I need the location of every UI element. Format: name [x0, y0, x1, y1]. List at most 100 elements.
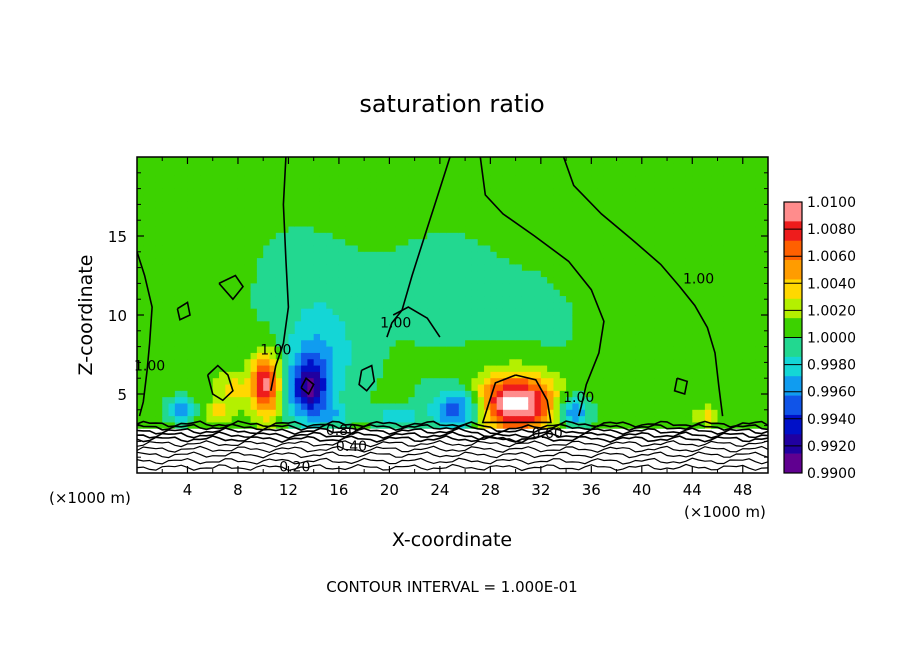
- field-cell: [250, 346, 258, 354]
- field-cell: [458, 289, 466, 297]
- field-cell: [515, 454, 523, 461]
- field-cell: [376, 169, 384, 177]
- field-cell: [534, 466, 542, 473]
- field-cell: [338, 321, 346, 329]
- field-cell: [704, 460, 712, 468]
- field-cell: [155, 365, 163, 373]
- field-cell: [376, 251, 384, 259]
- field-cell: [755, 371, 763, 379]
- field-cell: [458, 182, 466, 190]
- field-cell: [698, 213, 706, 221]
- field-cell: [383, 315, 390, 322]
- field-cell: [704, 251, 712, 259]
- field-cell: [376, 428, 384, 436]
- field-cell: [225, 403, 233, 411]
- field-cell: [692, 169, 700, 177]
- field-cell: [572, 378, 580, 386]
- field-cell: [502, 466, 510, 473]
- field-cell: [250, 435, 258, 442]
- field-cell: [244, 333, 252, 341]
- field-cell: [572, 245, 580, 253]
- field-cell: [307, 207, 315, 215]
- field-cell: [351, 333, 359, 341]
- field-cell: [673, 163, 681, 171]
- field-cell: [319, 454, 327, 461]
- field-cell: [313, 321, 321, 329]
- field-cell: [143, 201, 151, 209]
- field-cell: [439, 213, 447, 221]
- field-cell: [641, 397, 649, 405]
- field-cell: [288, 169, 296, 177]
- field-cell: [755, 226, 763, 234]
- field-cell: [622, 409, 630, 417]
- field-cell: [673, 270, 681, 278]
- field-cell: [364, 283, 372, 291]
- field-cell: [723, 182, 731, 190]
- field-cell: [679, 226, 687, 234]
- field-cell: [345, 302, 353, 310]
- field-cell: [477, 409, 485, 417]
- field-cell: [427, 460, 435, 468]
- field-cell: [692, 296, 700, 303]
- field-cell: [376, 447, 384, 455]
- field-cell: [313, 157, 321, 164]
- field-cell: [692, 308, 700, 316]
- field-cell: [528, 378, 536, 386]
- field-cell: [357, 182, 365, 190]
- field-cell: [559, 169, 567, 177]
- field-cell: [332, 352, 340, 360]
- field-cell: [307, 245, 315, 253]
- field-cell: [509, 416, 517, 424]
- field-cell: [559, 346, 567, 354]
- field-cell: [711, 371, 719, 379]
- field-cell: [585, 454, 592, 461]
- field-cell: [408, 441, 416, 449]
- field-cell: [521, 283, 529, 291]
- field-cell: [648, 365, 656, 373]
- field-cell: [193, 302, 201, 310]
- field-cell: [660, 416, 668, 424]
- field-cell: [616, 340, 624, 348]
- field-cell: [155, 340, 163, 348]
- field-cell: [704, 454, 712, 461]
- field-cell: [553, 416, 561, 424]
- field-cell: [282, 277, 290, 284]
- field-cell: [553, 308, 561, 316]
- field-cell: [433, 403, 441, 411]
- field-cell: [389, 378, 397, 386]
- field-cell: [345, 157, 353, 164]
- field-cell: [389, 251, 397, 259]
- field-cell: [206, 340, 214, 348]
- field-cell: [685, 188, 693, 196]
- field-cell: [313, 327, 321, 335]
- field-cell: [622, 157, 630, 164]
- field-cell: [332, 226, 340, 234]
- field-cell: [275, 188, 283, 196]
- field-cell: [414, 384, 422, 392]
- field-cell: [534, 315, 542, 322]
- field-cell: [269, 466, 277, 473]
- field-cell: [275, 308, 283, 316]
- field-cell: [338, 397, 346, 405]
- field-cell: [490, 441, 498, 449]
- field-cell: [717, 220, 725, 228]
- field-cell: [749, 239, 756, 247]
- field-cell: [603, 232, 611, 240]
- field-cell: [610, 188, 618, 196]
- field-cell: [484, 378, 491, 386]
- field-cell: [250, 378, 258, 386]
- field-cell: [616, 239, 624, 247]
- field-cell: [521, 403, 529, 411]
- field-cell: [755, 251, 763, 259]
- field-cell: [597, 226, 605, 234]
- field-cell: [547, 390, 555, 398]
- field-cell: [319, 365, 327, 373]
- field-cell: [181, 289, 189, 297]
- field-cell: [585, 333, 592, 341]
- field-cell: [307, 340, 315, 348]
- field-cell: [187, 416, 195, 424]
- field-cell: [187, 226, 195, 234]
- field-cell: [237, 409, 245, 417]
- field-cell: [149, 346, 157, 354]
- field-cell: [578, 264, 586, 272]
